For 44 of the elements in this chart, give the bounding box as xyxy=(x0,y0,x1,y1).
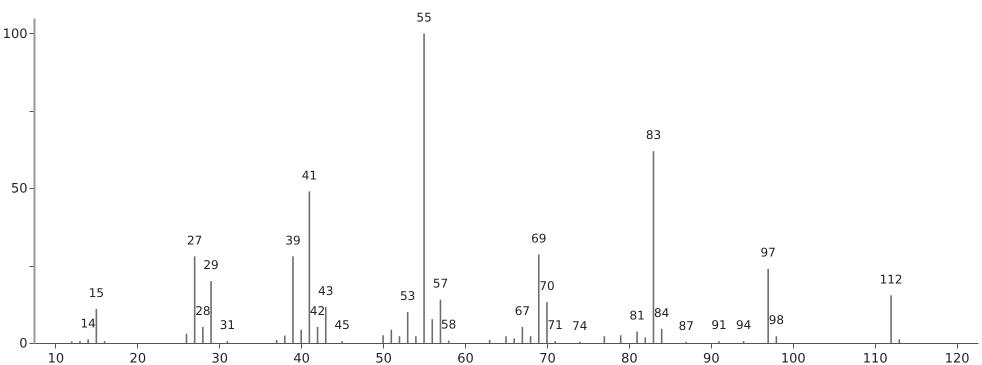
y-tick-label: 50 xyxy=(10,182,28,197)
x-tick-label: 120 xyxy=(944,352,970,365)
annotation: 81 xyxy=(629,308,645,323)
annotation: 67 xyxy=(514,304,530,318)
x-tick-label: 80 xyxy=(621,352,638,365)
annotation: 55 xyxy=(416,10,432,24)
x-tick-label: 30 xyxy=(211,352,228,365)
annotation: 97 xyxy=(760,246,776,260)
annotation: 45 xyxy=(334,318,350,332)
annotation: 14 xyxy=(80,316,96,330)
x-tick-label: 10 xyxy=(48,352,64,365)
annotation: 70 xyxy=(539,279,555,294)
annotation: 71 xyxy=(548,318,563,332)
y-tick-label: 100 xyxy=(2,26,28,42)
x-tick-label: 110 xyxy=(862,352,888,365)
x-tick-label: 100 xyxy=(780,352,806,365)
annotation: 87 xyxy=(678,318,694,333)
annotation: 43 xyxy=(318,284,334,298)
annotation: 53 xyxy=(400,289,416,304)
annotation: 84 xyxy=(654,306,670,320)
annotation: 74 xyxy=(572,318,588,333)
annotation: 15 xyxy=(88,286,104,300)
annotation: 39 xyxy=(285,233,301,248)
annotation: 29 xyxy=(203,258,219,272)
x-tick-label: 50 xyxy=(375,352,392,365)
x-tick-label: 90 xyxy=(703,352,720,365)
annotation: 98 xyxy=(768,313,784,328)
annotation: 58 xyxy=(441,318,456,332)
annotation: 94 xyxy=(736,318,752,332)
x-tick-label: 70 xyxy=(539,352,556,365)
annotation: 42 xyxy=(310,304,326,318)
annotation: 28 xyxy=(195,304,210,318)
x-tick-label: 40 xyxy=(293,352,310,365)
annotation: 112 xyxy=(880,272,903,286)
annotation: 57 xyxy=(432,276,448,291)
x-tick-label: 20 xyxy=(130,352,146,365)
annotation: 91 xyxy=(711,318,727,332)
annotation: 41 xyxy=(302,168,318,182)
y-tick-label: 0 xyxy=(19,336,28,352)
annotation: 27 xyxy=(187,233,202,248)
x-tick-label: 60 xyxy=(457,352,474,365)
annotation: 83 xyxy=(646,128,662,142)
annotation: 31 xyxy=(220,318,236,332)
annotation: 69 xyxy=(531,231,546,246)
